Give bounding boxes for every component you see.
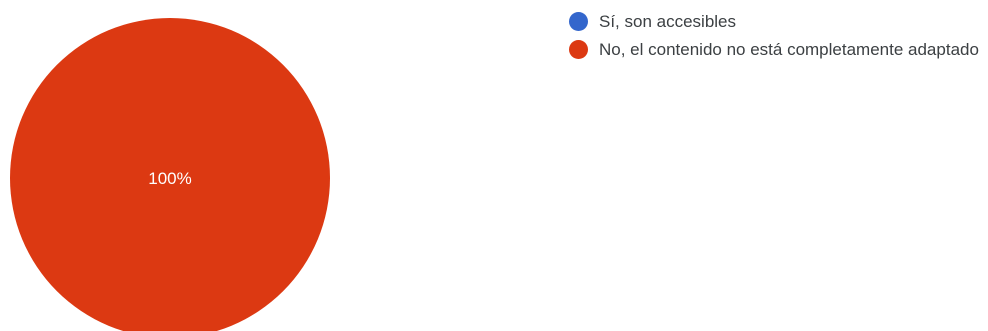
legend-item-no[interactable]: No, el contenido no está completamente a… <box>569 37 984 63</box>
pie-slice-1[interactable] <box>10 18 330 331</box>
chart-legend: Sí, son accesibles No, el contenido no e… <box>569 9 984 65</box>
legend-item-si[interactable]: Sí, son accesibles <box>569 9 984 35</box>
legend-swatch-si <box>569 12 588 31</box>
legend-label-no: No, el contenido no está completamente a… <box>599 40 979 59</box>
legend-label-si: Sí, son accesibles <box>599 12 737 31</box>
pie-data-labels: 100% <box>148 169 191 188</box>
pie-data-label-1: 100% <box>148 169 191 188</box>
legend-swatch-no <box>569 40 588 59</box>
pie-slices <box>10 18 330 331</box>
